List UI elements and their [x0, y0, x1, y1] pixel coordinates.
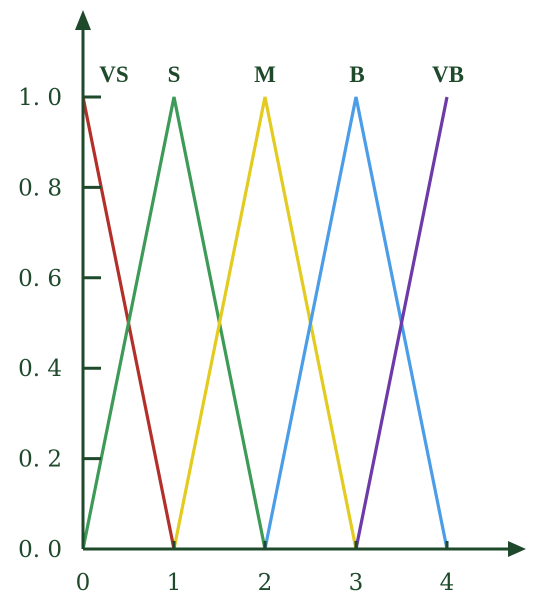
- series-label-s: S: [168, 62, 181, 87]
- series-label-vb: VB: [432, 62, 464, 87]
- y-tick-label: 0. 2: [18, 447, 62, 473]
- series-label-vs: VS: [99, 62, 128, 87]
- series-layer: [81, 96, 449, 550]
- series-label-b: B: [349, 62, 364, 87]
- y-tick-label: 0. 0: [18, 537, 62, 563]
- series-line-vb: [354, 96, 449, 550]
- x-tick-label: 4: [440, 570, 455, 596]
- y-tick-label: 0. 6: [18, 266, 62, 292]
- y-tick-label: 0. 4: [18, 356, 62, 382]
- series-line-b: [263, 96, 449, 550]
- x-axis-arrow: [508, 541, 526, 557]
- y-axis-arrow: [75, 10, 91, 30]
- y-tick-label: 0. 8: [18, 175, 62, 201]
- series-line-m: [172, 96, 358, 550]
- y-tick-label: 1. 0: [18, 85, 62, 111]
- x-tick-label: 0: [76, 570, 91, 596]
- x-tick-label: 2: [258, 570, 273, 596]
- x-tick-label: 3: [349, 570, 364, 596]
- axis-layer: [75, 10, 526, 557]
- series-label-m: M: [254, 62, 276, 87]
- label-layer: 0 1 2 3 4 0. 0 0. 2 0. 4 0. 6 0. 8 1. 0 VS S M B VB: [18, 62, 464, 596]
- x-tick-label: 1: [167, 570, 182, 596]
- series-line-s: [81, 96, 267, 550]
